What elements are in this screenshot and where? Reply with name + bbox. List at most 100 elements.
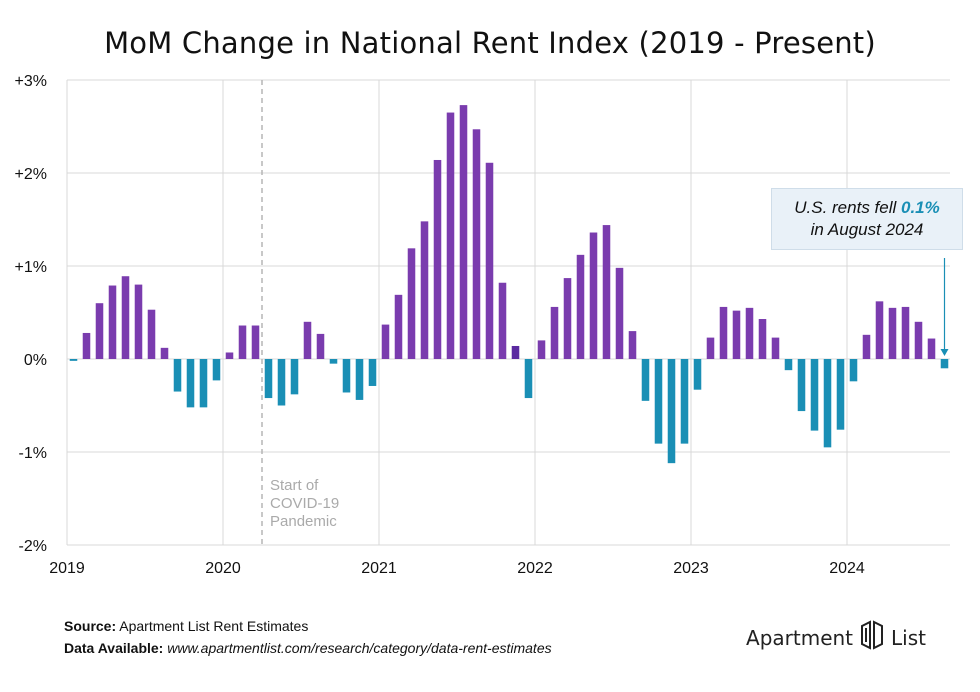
bar xyxy=(862,334,871,359)
callout-text-1: U.S. rents fell xyxy=(794,198,901,217)
bar xyxy=(160,347,169,359)
bar xyxy=(485,162,494,359)
bar xyxy=(303,321,312,359)
bar xyxy=(186,359,195,408)
data-available-label: Data Available: xyxy=(64,640,164,656)
bar xyxy=(381,324,390,359)
bar xyxy=(875,301,884,359)
y-tick-label: +1% xyxy=(15,259,47,276)
bar xyxy=(680,359,689,444)
source-value: Apartment List Rent Estimates xyxy=(119,618,309,634)
bar xyxy=(290,359,299,395)
y-tick-label: -2% xyxy=(19,538,47,555)
bar xyxy=(121,276,130,359)
bar xyxy=(589,232,598,359)
x-tick-label: 2019 xyxy=(49,560,85,577)
bar xyxy=(745,307,754,359)
bar xyxy=(69,359,78,361)
bar xyxy=(95,303,104,359)
bar xyxy=(628,331,637,359)
bar xyxy=(212,359,221,381)
source-label: Source: xyxy=(64,618,117,634)
y-tick-label: 0% xyxy=(24,352,47,369)
bar xyxy=(901,306,910,359)
bar xyxy=(797,359,806,412)
bar xyxy=(771,337,780,359)
bar xyxy=(316,333,325,359)
covid-annotation-label: COVID-19 xyxy=(270,495,339,512)
bar xyxy=(511,345,520,359)
x-tick-label: 2022 xyxy=(517,560,553,577)
x-tick-label: 2021 xyxy=(361,560,397,577)
bar xyxy=(225,352,234,359)
bar xyxy=(355,359,364,400)
bar xyxy=(576,254,585,359)
callout-text-2: in August 2024 xyxy=(810,220,924,239)
bar xyxy=(550,306,559,359)
x-tick-label: 2020 xyxy=(205,560,241,577)
bar xyxy=(498,282,507,359)
bar xyxy=(654,359,663,444)
footer-data-available: Data Available: www.apartmentlist.com/re… xyxy=(64,640,552,656)
bar xyxy=(433,159,442,359)
bar xyxy=(784,359,793,371)
bar xyxy=(602,225,611,359)
bar xyxy=(732,310,741,359)
bar xyxy=(407,248,416,359)
bar xyxy=(420,221,429,359)
bar xyxy=(277,359,286,406)
bar xyxy=(849,359,858,382)
bar xyxy=(108,285,117,359)
bar xyxy=(147,309,156,359)
logo-text-right: List xyxy=(891,625,926,650)
bar xyxy=(459,105,468,359)
y-tick-label: +3% xyxy=(15,73,47,90)
bar xyxy=(914,321,923,359)
footer-source: Source: Apartment List Rent Estimates xyxy=(64,618,308,634)
callout-arrow-head xyxy=(940,349,949,356)
covid-annotation-label: Pandemic xyxy=(270,513,337,530)
bar xyxy=(537,340,546,359)
bar xyxy=(134,284,143,359)
bar xyxy=(472,129,481,359)
covid-annotation-label: Start of xyxy=(270,477,319,494)
data-available-value: www.apartmentlist.com/research/category/… xyxy=(167,640,552,656)
bar xyxy=(758,319,767,359)
bar xyxy=(940,359,949,369)
bar xyxy=(927,338,936,359)
x-tick-label: 2023 xyxy=(673,560,709,577)
bar xyxy=(888,307,897,359)
bar xyxy=(615,267,624,359)
bar xyxy=(329,359,338,364)
bar xyxy=(667,359,676,464)
bar xyxy=(524,359,533,399)
bar xyxy=(641,359,650,401)
logo-mark-icon xyxy=(859,620,885,655)
bar xyxy=(706,337,715,359)
bar xyxy=(823,359,832,448)
y-tick-label: +2% xyxy=(15,166,47,183)
callout-box: U.S. rents fell 0.1% in August 2024 xyxy=(771,188,963,250)
y-tick-label: -1% xyxy=(19,445,47,462)
bar xyxy=(264,359,273,399)
bar xyxy=(238,325,247,359)
chart-title: MoM Change in National Rent Index (2019 … xyxy=(104,26,876,60)
bar xyxy=(693,359,702,390)
bar xyxy=(368,359,377,386)
bar xyxy=(394,294,403,359)
bar xyxy=(199,359,208,408)
bar xyxy=(446,112,455,359)
bar xyxy=(173,359,182,392)
bar xyxy=(719,306,728,359)
logo-text-left: Apartment xyxy=(746,625,854,650)
bar xyxy=(836,359,845,430)
bar xyxy=(251,325,260,359)
bar xyxy=(810,359,819,431)
bar xyxy=(342,359,351,393)
apartment-list-logo: Apartment List xyxy=(746,620,926,655)
x-tick-label: 2024 xyxy=(829,560,865,577)
bar xyxy=(82,332,91,359)
bar xyxy=(563,278,572,359)
callout-highlight: 0.1% xyxy=(901,198,940,217)
